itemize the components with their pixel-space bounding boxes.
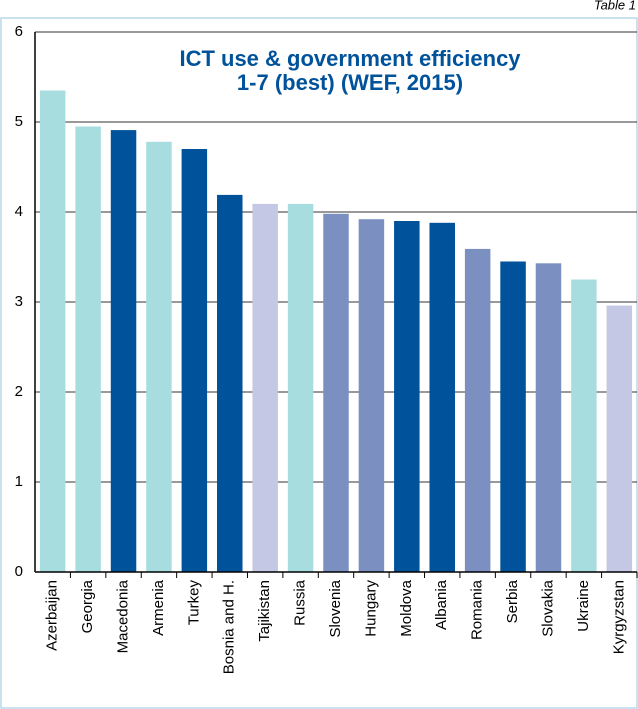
bar	[429, 222, 455, 573]
chart-title: 1-7 (best) (WEF, 2015)	[237, 70, 463, 95]
note: Table 1	[594, 0, 636, 12]
y-tick-label: 6	[15, 23, 23, 40]
x-tick-label: Macedonia	[114, 579, 131, 653]
x-tick-label: Albania	[433, 579, 450, 630]
x-tick-label: Kyrgyzstan	[610, 580, 627, 654]
y-tick-label: 5	[15, 113, 23, 130]
bar	[217, 194, 243, 572]
bar	[464, 248, 491, 572]
bar	[75, 126, 101, 572]
x-tick-label: Russia	[292, 579, 309, 626]
x-tick-label: Tajikistan	[256, 580, 273, 642]
bar	[110, 130, 137, 572]
x-tick-label: Ukraine	[575, 580, 592, 632]
chart-title: ICT use & government efficiency	[179, 46, 521, 71]
bar	[358, 219, 385, 572]
frame	[0, 17, 638, 709]
x-tick-label: Azerbaijan	[44, 580, 61, 651]
bar	[181, 149, 208, 572]
bar	[39, 90, 66, 572]
x-tick-label: Romania	[469, 579, 486, 640]
bar	[500, 261, 526, 572]
x-tick-label: Moldova	[398, 579, 415, 636]
x-tick-label: Turkey	[185, 580, 202, 626]
bar	[146, 141, 172, 573]
y-tick-label: 3	[15, 293, 23, 310]
bar	[571, 279, 597, 572]
y-tick-label: 0	[15, 563, 23, 580]
y-tick-label: 4	[15, 203, 23, 220]
x-tick-label: Armenia	[150, 579, 167, 636]
bar	[394, 221, 420, 572]
x-tick-label: Slovenia	[327, 579, 344, 637]
x-tick-label: Bosnia and H.	[221, 580, 238, 674]
y-tick-label: 2	[15, 383, 23, 400]
bar	[287, 203, 314, 572]
bar	[252, 203, 278, 572]
bar	[606, 305, 633, 572]
x-tick-label: Slovakia	[539, 579, 556, 636]
x-tick-label: Serbia	[504, 579, 521, 623]
bar	[323, 213, 349, 573]
y-tick-label: 1	[15, 473, 23, 490]
x-tick-label: Hungary	[362, 580, 379, 637]
x-tick-label: Georgia	[79, 579, 96, 633]
bar	[535, 263, 562, 572]
